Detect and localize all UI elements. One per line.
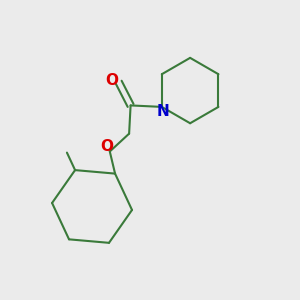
- Text: O: O: [106, 73, 119, 88]
- Text: N: N: [157, 103, 169, 118]
- Text: O: O: [100, 139, 113, 154]
